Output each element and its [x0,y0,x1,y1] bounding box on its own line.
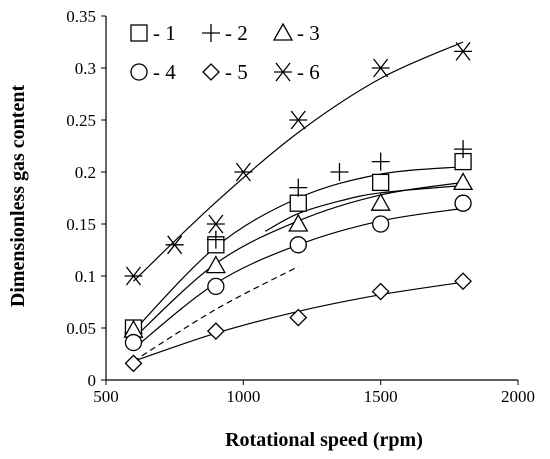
marker-series-4 [289,236,307,254]
legend-label-series-3: - 3 [297,21,320,45]
marker-series-3 [370,192,391,211]
legend-marker-series-5 [202,63,220,81]
x-axis-title: Rotational speed (rpm) [225,429,423,451]
tick-labels: 500 1000 1500 2000 0 0.05 0.1 0.15 0.2 0.25 0.3 0.3… [66,7,535,406]
fit-curve-series-6 [133,41,464,282]
x-tick-label: 2000 [501,387,535,406]
marker-series-2 [330,163,349,181]
marker-series-6 [124,266,143,286]
legend-marker-series-2 [202,24,220,42]
legend-marker-series-4 [130,63,148,81]
marker-series-3 [205,255,226,274]
legend-label-series-4: - 4 [153,60,176,84]
x-tick-label: 500 [93,387,119,406]
marker-series-1 [289,194,307,212]
data-markers [123,41,474,373]
y-tick-label: 0.25 [66,111,96,130]
legend-label-series-1: - 1 [153,21,176,45]
y-tick-label: 0.3 [75,59,96,78]
marker-series-1 [372,173,390,192]
marker-series-4 [454,194,472,212]
y-tick-label: 0.1 [75,267,96,286]
marker-series-6 [454,41,473,61]
legend-marker-series-3 [272,22,294,41]
marker-series-3 [288,213,309,232]
legend-label-series-6: - 6 [297,60,320,84]
marker-series-4 [124,333,143,352]
y-tick-label: 0.35 [66,7,96,26]
y-tick-label: 0.05 [66,319,96,338]
marker-series-5 [289,308,308,327]
marker-series-6 [206,214,225,234]
marker-series-4 [372,215,390,233]
axes [105,16,518,381]
marker-series-6 [371,58,390,78]
marker-series-6 [289,110,308,130]
marker-series-2 [206,230,225,249]
marker-series-6 [234,162,253,182]
marker-series-5 [371,282,390,301]
marker-series-2 [371,152,390,171]
y-tick-label: 0.2 [75,163,96,182]
marker-series-2 [454,140,473,159]
legend-label-series-2: - 2 [225,21,248,45]
marker-series-5 [454,272,472,291]
marker-series-5 [206,322,225,341]
y-axis-title: Dimensionless gas content [7,85,29,308]
marker-series-2 [289,178,308,197]
legend-label-series-5: - 5 [225,60,248,84]
legend-marker-series-6 [274,62,292,82]
x-tick-label: 1500 [364,387,398,406]
x-tick-label: 1000 [226,387,260,406]
marker-series-4 [207,277,225,296]
dashed-reference-curve [133,266,299,362]
legend-marker-series-1 [130,24,148,42]
legend: - 1 - 2 - 3 - 4 - 5 - 6 [130,21,320,84]
marker-series-3 [452,172,474,191]
y-tick-label: 0 [88,371,97,390]
marker-series-6 [165,235,184,255]
fit-curve-series-2 [265,184,464,232]
y-tick-label: 0.15 [66,215,96,234]
marker-series-5 [124,354,143,373]
